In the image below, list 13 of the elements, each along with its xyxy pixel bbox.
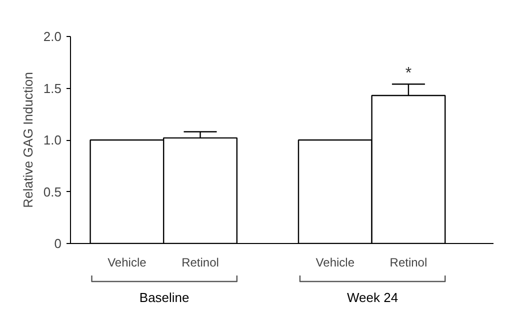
- x-tick-label: Retinol: [182, 256, 219, 270]
- y-tick-label: 0: [54, 236, 62, 251]
- x-tick-label: Retinol: [390, 256, 428, 270]
- text: Baseline: [139, 290, 190, 305]
- y-tick-label: 0.5: [43, 184, 62, 200]
- x-tick-label: Vehicle: [108, 256, 147, 270]
- annotation: *: [405, 65, 412, 82]
- x-tick-label: Vehicle: [316, 256, 355, 270]
- y-tick-label: 1.5: [43, 80, 62, 96]
- y-axis-title: Relative GAG Induction: [20, 72, 36, 208]
- y-tick-label: 2.0: [43, 29, 62, 44]
- y-tick-label: 1.0: [43, 132, 62, 148]
- text: Week 24: [347, 290, 398, 305]
